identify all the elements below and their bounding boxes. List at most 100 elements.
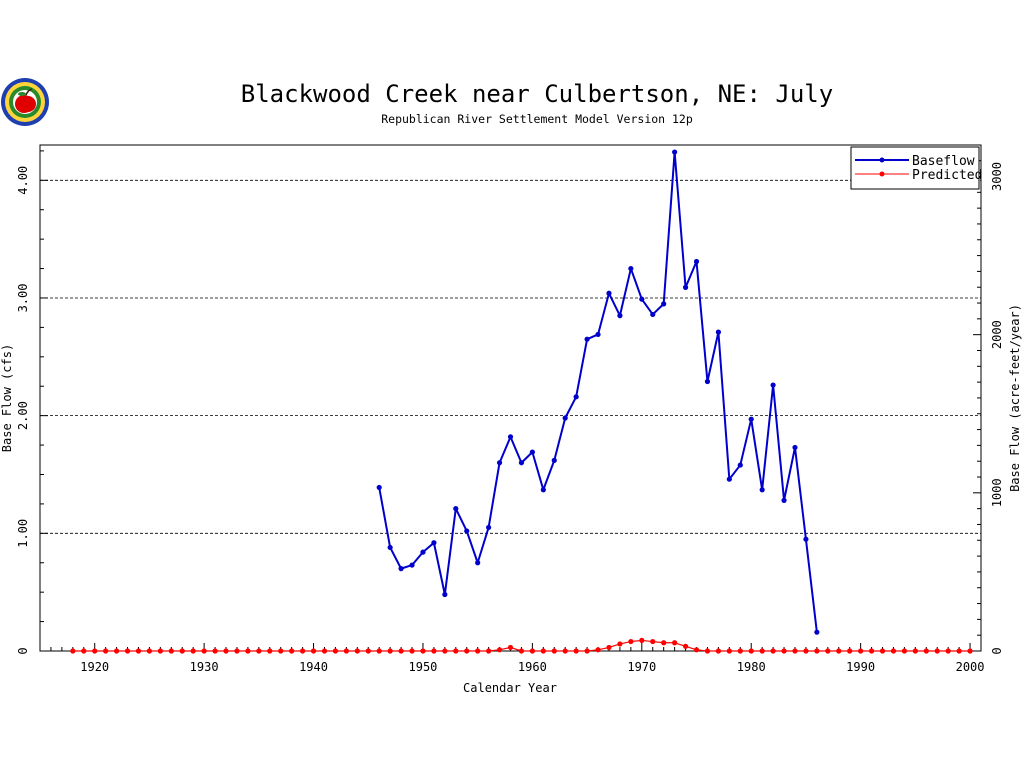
data-point-predicted (770, 648, 776, 654)
data-point-predicted (595, 647, 601, 653)
logo-icon (1, 78, 49, 126)
data-point-predicted (442, 648, 448, 654)
data-point-predicted (759, 648, 765, 654)
data-point-predicted (584, 648, 590, 654)
data-point-predicted (431, 648, 437, 654)
data-point-predicted (956, 648, 962, 654)
data-point-predicted (967, 648, 973, 654)
data-point-predicted (81, 648, 87, 654)
data-point-predicted (321, 648, 328, 654)
data-point-predicted (781, 648, 787, 654)
series-layer (70, 149, 973, 654)
data-point-predicted (453, 648, 459, 654)
data-point-predicted (551, 648, 557, 654)
data-point-predicted (879, 648, 886, 654)
data-point-predicted (223, 648, 229, 654)
data-point-predicted (923, 648, 929, 654)
legend-marker-baseflow (879, 157, 885, 163)
series-line-baseflow (378, 151, 818, 633)
data-point-predicted (507, 644, 514, 651)
x-tick-label: 1970 (627, 660, 656, 674)
data-point-baseflow (507, 434, 514, 440)
data-point-predicted (573, 648, 579, 654)
data-point-predicted (420, 648, 426, 654)
data-point-predicted (387, 648, 393, 654)
data-point-predicted (398, 648, 404, 654)
y-axis-right-label: Base Flow (acre-feet/year) (1008, 304, 1022, 492)
y-right-tick-label: 0 (990, 647, 1004, 654)
data-point-predicted (901, 648, 908, 654)
data-point-predicted (803, 648, 809, 654)
data-point-predicted (748, 648, 754, 654)
grid-layer (40, 179, 981, 534)
data-point-predicted (168, 648, 174, 654)
data-point-predicted (496, 647, 503, 653)
data-point-baseflow (792, 444, 798, 451)
data-point-baseflow (672, 149, 678, 155)
data-point-predicted (628, 638, 634, 645)
x-tick-label: 1950 (409, 660, 438, 674)
data-point-predicted (847, 648, 853, 654)
data-point-predicted (912, 648, 918, 654)
data-point-predicted (890, 648, 897, 654)
data-point-baseflow (781, 497, 787, 503)
data-point-predicted (606, 644, 612, 651)
y-tick-label: 4.00 (16, 166, 30, 195)
data-point-baseflow (650, 311, 656, 318)
data-point-baseflow (759, 487, 765, 493)
x-tick-label: 1960 (518, 660, 547, 674)
data-point-predicted (135, 648, 142, 654)
data-point-baseflow (715, 329, 721, 335)
data-point-predicted (836, 648, 842, 654)
data-point-predicted (212, 648, 218, 654)
data-point-baseflow (562, 415, 568, 421)
data-point-baseflow (475, 560, 481, 566)
data-point-predicted (267, 648, 273, 654)
data-point-predicted (245, 648, 251, 654)
x-tick-label: 1940 (299, 660, 328, 674)
legend-marker-predicted (879, 171, 885, 177)
data-point-predicted (146, 648, 153, 654)
data-point-predicted (464, 648, 470, 654)
legend-box (850, 146, 980, 190)
data-point-baseflow (496, 460, 503, 466)
data-point-predicted (672, 640, 678, 646)
data-point-predicted (190, 648, 196, 654)
data-point-baseflow (606, 290, 612, 296)
data-point-baseflow (398, 566, 404, 572)
data-point-predicted (300, 648, 306, 654)
data-point-predicted (234, 648, 240, 654)
chart-subtitle: Republican River Settlement Model Versio… (381, 112, 693, 126)
data-point-predicted (475, 648, 481, 654)
data-point-predicted (256, 648, 262, 654)
data-point-predicted (518, 648, 525, 654)
y-right-tick-label: 2000 (990, 320, 1004, 349)
data-point-predicted (376, 648, 382, 654)
data-point-baseflow (595, 331, 601, 338)
data-point-predicted (70, 648, 76, 654)
y-tick-label: 2.00 (16, 401, 30, 430)
data-point-baseflow (682, 284, 689, 290)
data-point-baseflow (628, 265, 634, 272)
data-point-baseflow (420, 549, 426, 555)
data-point-predicted (617, 641, 623, 647)
data-point-predicted (124, 648, 131, 654)
data-point-predicted (179, 648, 185, 654)
data-point-baseflow (617, 313, 623, 319)
data-point-predicted (704, 648, 711, 654)
data-point-predicted (529, 648, 535, 654)
y-right-tick-label: 1000 (990, 478, 1004, 507)
data-point-baseflow (737, 462, 743, 468)
data-point-baseflow (518, 460, 525, 466)
data-point-baseflow (573, 394, 579, 400)
y-right-tick-label: 3000 (990, 162, 1004, 191)
data-point-predicted (726, 648, 732, 654)
data-point-baseflow (693, 258, 700, 265)
x-tick-label: 2000 (956, 660, 985, 674)
data-point-baseflow (661, 301, 667, 307)
chart-title: Blackwood Creek near Culbertson, NE: Jul… (241, 80, 833, 108)
data-point-predicted (825, 648, 831, 654)
data-point-baseflow (431, 540, 437, 546)
data-point-predicted (486, 648, 492, 654)
data-point-predicted (562, 648, 568, 654)
